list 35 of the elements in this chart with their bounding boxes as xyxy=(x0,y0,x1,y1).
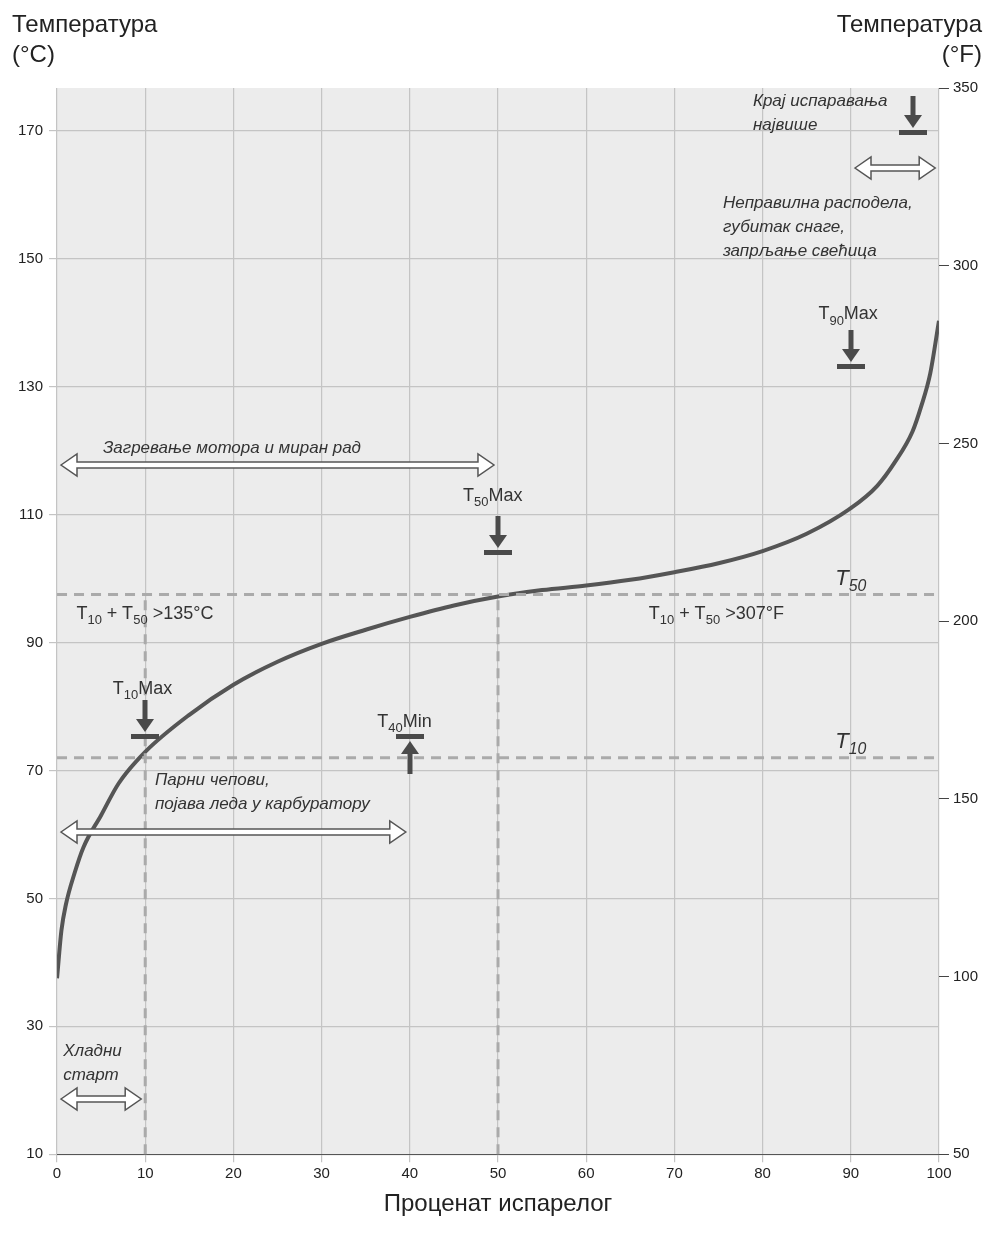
y-tick-label: 150 xyxy=(18,248,44,266)
annotation: Крај испаравања највише xyxy=(752,91,888,135)
y2-tick-label: 50 xyxy=(952,1144,970,1162)
annotation: Хладни старт xyxy=(62,1041,123,1085)
x-tick-label: 80 xyxy=(754,1164,771,1182)
y2-tick-label: 100 xyxy=(952,966,978,984)
y2-axis-title: Температура (°F) xyxy=(836,10,983,67)
y2-tick-label: 300 xyxy=(952,255,978,273)
y-tick-label: 170 xyxy=(18,120,44,138)
x-tick-label: 100 xyxy=(926,1164,952,1182)
y-tick-label: 10 xyxy=(26,1144,44,1162)
x-tick-label: 20 xyxy=(225,1164,242,1182)
x-tick-label: 0 xyxy=(52,1164,62,1182)
x-tick-label: 90 xyxy=(842,1164,860,1182)
y-tick-label: 70 xyxy=(26,760,44,778)
y-axis-title: Температура (°C) xyxy=(12,10,159,67)
y-tick-label: 50 xyxy=(26,888,44,906)
x-axis-title: Проценат испарелог xyxy=(383,1189,613,1217)
x-tick-label: 70 xyxy=(666,1164,683,1182)
y2-tick-label: 350 xyxy=(952,78,978,96)
x-tick-label: 10 xyxy=(136,1164,154,1182)
y2-tick-label: 150 xyxy=(952,788,978,806)
annotation: Загревање мотора и миран рад xyxy=(102,437,362,457)
x-tick-label: 30 xyxy=(313,1164,330,1182)
y2-tick-label: 200 xyxy=(952,611,978,629)
annotation: Неправилна расподела, губитак снаге, запрљање свећица xyxy=(721,193,913,261)
annotation: Парни чепови, појава леда у карбуратору xyxy=(154,770,372,814)
y-tick-label: 130 xyxy=(18,376,44,394)
x-tick-label: 40 xyxy=(401,1164,419,1182)
y2-tick-label: 250 xyxy=(952,433,978,451)
y-tick-label: 30 xyxy=(26,1016,44,1034)
y-tick-label: 110 xyxy=(19,504,44,522)
x-tick-label: 50 xyxy=(489,1164,507,1182)
x-tick-label: 60 xyxy=(577,1164,595,1182)
y-tick-label: 90 xyxy=(26,632,44,650)
